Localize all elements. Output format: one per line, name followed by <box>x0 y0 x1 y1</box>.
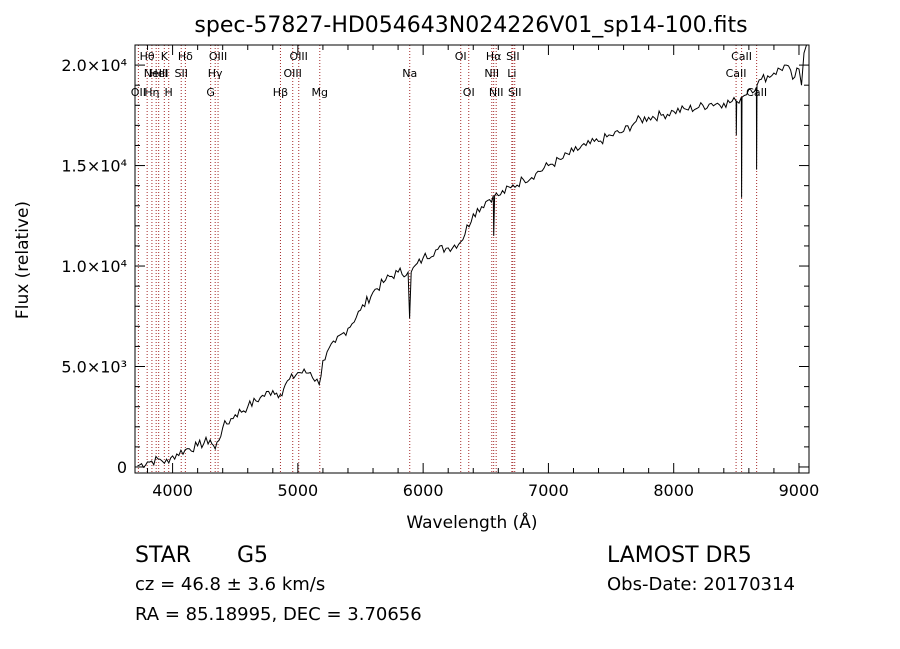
line-marker-label: NII <box>489 86 504 99</box>
line-marker-label: SII <box>174 67 187 80</box>
y-tick-label: 1.0×10⁴ <box>61 257 127 276</box>
spectrum-line <box>137 44 807 469</box>
line-marker-label: HeI <box>150 67 168 80</box>
x-tick-label: 5000 <box>278 481 319 500</box>
obs-date: Obs-Date: 20170314 <box>607 574 795 595</box>
line-marker-label: SII <box>506 50 519 63</box>
plot-frame <box>134 44 810 474</box>
line-marker-label: Hδ <box>178 50 193 63</box>
line-marker-label: Hβ <box>273 86 288 99</box>
line-marker-label: OIII <box>290 50 308 63</box>
line-marker-label: Hη <box>144 86 159 99</box>
redshift-cz: cz = 46.8 ± 3.6 km/s <box>135 574 325 595</box>
line-marker-label: G <box>206 86 215 99</box>
chart-title: spec-57827-HD054643N024226V01_sp14-100.f… <box>194 13 747 38</box>
line-marker-label: Mg <box>312 86 328 99</box>
line-markers <box>137 45 758 473</box>
line-marker-label: OIII <box>209 50 227 63</box>
x-axis-ticks: 4000 5000 6000 7000 8000 9000 <box>147 45 820 500</box>
line-marker-label: NII <box>484 67 499 80</box>
line-marker-label: SII <box>508 86 521 99</box>
object-class: STAR <box>135 543 191 568</box>
x-tick-label: 9000 <box>779 481 820 500</box>
line-marker-label: NeIII <box>144 67 169 80</box>
line-marker-label: Li <box>507 67 516 80</box>
line-marker-label: OI <box>455 50 467 63</box>
ra-dec: RA = 85.18995, DEC = 3.70656 <box>135 604 422 625</box>
line-marker-label: Hθ <box>140 50 155 63</box>
x-axis-label: Wavelength (Å) <box>406 511 537 533</box>
survey-name: LAMOST DR5 <box>607 543 752 568</box>
x-tick-label: 6000 <box>403 481 444 500</box>
line-marker-labels: OIIHθHηNeIIIHeIKHSIIHδGHγOIIIHβOIIIOIIIM… <box>131 50 767 99</box>
y-axis-ticks: 0 5.0×10³ 1.0×10⁴ 1.5×10⁴ 2.0×10⁴ <box>61 56 809 477</box>
line-marker-label: Hα <box>486 50 502 63</box>
y-tick-label: 5.0×10³ <box>61 358 127 377</box>
line-marker-label: OIII <box>284 67 302 80</box>
x-tick-label: 7000 <box>528 481 569 500</box>
line-marker-label: CaII <box>726 67 747 80</box>
y-axis-label: Flux (relative) <box>13 201 33 319</box>
subclass: G5 <box>237 543 268 568</box>
line-marker-label: Na <box>402 67 417 80</box>
y-tick-label: 2.0×10⁴ <box>61 56 127 75</box>
x-tick-label: 8000 <box>653 481 694 500</box>
x-tick-label: 4000 <box>152 481 193 500</box>
line-marker-label: CaII <box>731 50 752 63</box>
line-marker-label: H <box>165 86 173 99</box>
y-tick-label: 0 <box>117 458 127 477</box>
line-marker-label: OI <box>463 86 475 99</box>
y-tick-label: 1.5×10⁴ <box>61 157 127 176</box>
line-marker-label: K <box>161 50 169 63</box>
line-marker-label: Hγ <box>208 67 223 80</box>
